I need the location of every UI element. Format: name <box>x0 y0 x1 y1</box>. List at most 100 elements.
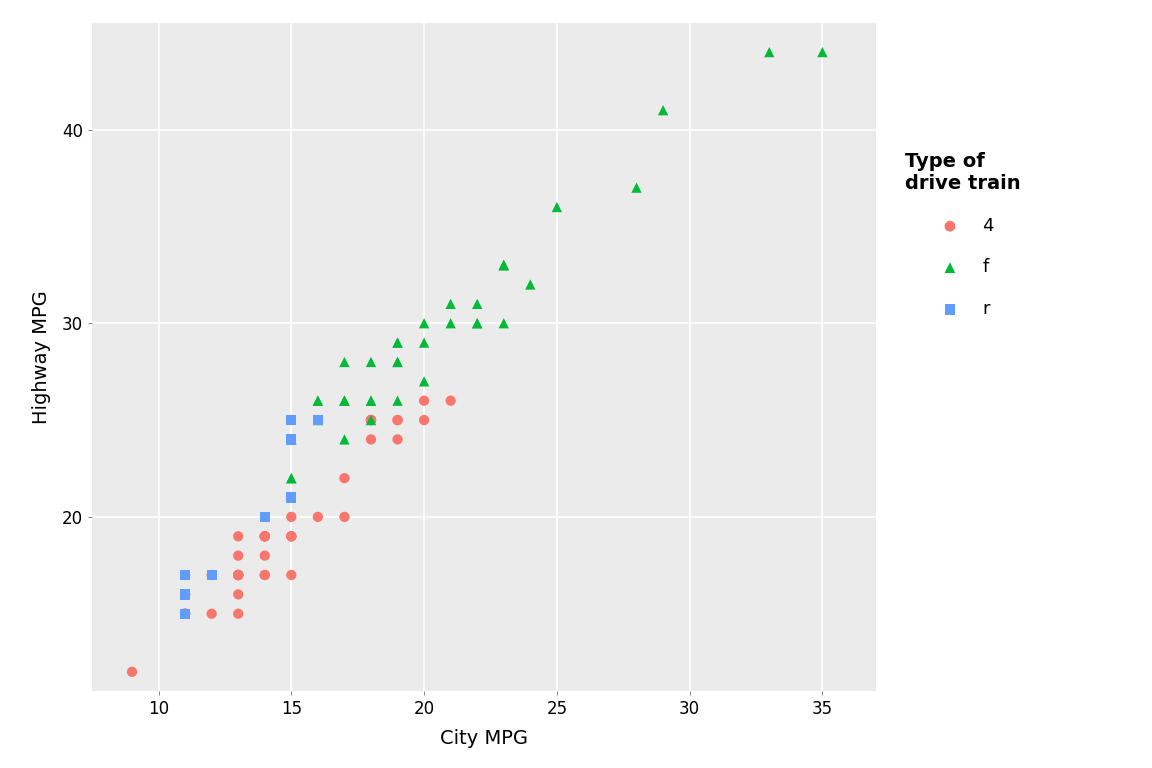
Point <box>282 530 301 542</box>
Point <box>256 549 274 561</box>
Point <box>282 492 301 504</box>
Point <box>256 511 274 523</box>
Point <box>362 414 380 426</box>
Point <box>415 336 433 349</box>
Point <box>468 317 486 329</box>
Point <box>468 317 486 329</box>
Legend: 4, f, r: 4, f, r <box>896 144 1030 327</box>
Point <box>282 433 301 445</box>
Point <box>282 472 301 485</box>
Point <box>388 356 407 368</box>
Point <box>256 530 274 542</box>
Point <box>229 549 248 561</box>
Point <box>309 414 327 426</box>
Point <box>256 530 274 542</box>
Point <box>309 414 327 426</box>
Point <box>309 511 327 523</box>
Point <box>282 433 301 445</box>
Point <box>628 181 646 194</box>
Point <box>229 569 248 581</box>
Point <box>362 395 380 407</box>
Point <box>203 607 221 620</box>
Point <box>654 104 673 116</box>
Point <box>176 569 195 581</box>
Point <box>388 336 407 349</box>
Point <box>229 569 248 581</box>
Point <box>176 588 195 601</box>
Point <box>335 472 354 485</box>
Point <box>494 259 513 271</box>
Point <box>760 46 779 58</box>
Point <box>176 607 195 620</box>
Point <box>176 588 195 601</box>
Point <box>229 569 248 581</box>
Point <box>362 356 380 368</box>
Point <box>176 588 195 601</box>
Point <box>256 530 274 542</box>
Point <box>415 414 433 426</box>
Point <box>415 317 433 329</box>
X-axis label: City MPG: City MPG <box>440 730 528 748</box>
Point <box>362 433 380 445</box>
Point <box>256 530 274 542</box>
Point <box>335 395 354 407</box>
Point <box>282 414 301 426</box>
Point <box>229 569 248 581</box>
Point <box>494 317 513 329</box>
Point <box>388 433 407 445</box>
Point <box>309 395 327 407</box>
Point <box>335 511 354 523</box>
Point <box>229 607 248 620</box>
Point <box>335 356 354 368</box>
Point <box>176 607 195 620</box>
Point <box>813 46 832 58</box>
Point <box>415 395 433 407</box>
Point <box>123 666 142 678</box>
Point <box>229 569 248 581</box>
Point <box>362 395 380 407</box>
Point <box>335 395 354 407</box>
Point <box>388 414 407 426</box>
Point <box>362 414 380 426</box>
Point <box>256 569 274 581</box>
Point <box>282 472 301 485</box>
Y-axis label: Highway MPG: Highway MPG <box>32 290 51 424</box>
Point <box>256 569 274 581</box>
Point <box>441 298 460 310</box>
Point <box>256 511 274 523</box>
Point <box>494 259 513 271</box>
Point <box>282 530 301 542</box>
Point <box>335 433 354 445</box>
Point <box>441 317 460 329</box>
Point <box>388 336 407 349</box>
Point <box>176 607 195 620</box>
Point <box>388 414 407 426</box>
Point <box>229 530 248 542</box>
Point <box>282 433 301 445</box>
Point <box>282 511 301 523</box>
Point <box>256 530 274 542</box>
Point <box>176 607 195 620</box>
Point <box>415 376 433 388</box>
Point <box>388 395 407 407</box>
Point <box>335 395 354 407</box>
Point <box>309 395 327 407</box>
Point <box>229 569 248 581</box>
Point <box>203 569 221 581</box>
Point <box>282 530 301 542</box>
Point <box>547 201 566 214</box>
Point <box>468 298 486 310</box>
Point <box>441 395 460 407</box>
Point <box>176 569 195 581</box>
Point <box>362 414 380 426</box>
Point <box>282 414 301 426</box>
Point <box>229 588 248 601</box>
Point <box>494 259 513 271</box>
Point <box>388 356 407 368</box>
Point <box>176 569 195 581</box>
Point <box>362 414 380 426</box>
Point <box>282 569 301 581</box>
Point <box>362 414 380 426</box>
Point <box>203 569 221 581</box>
Point <box>521 278 539 290</box>
